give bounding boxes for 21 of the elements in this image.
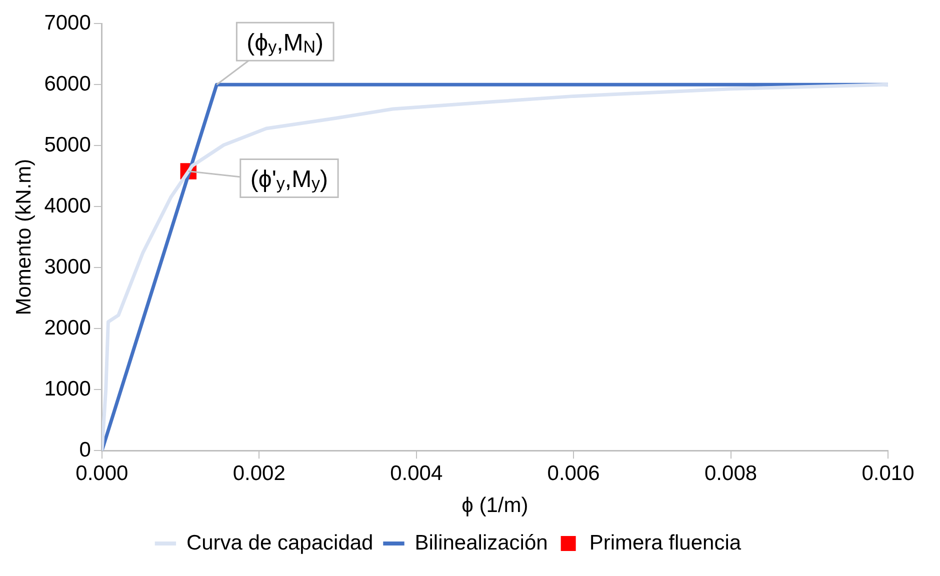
y-axis-title: Momento (kN.m)	[12, 158, 36, 316]
y-tick-label: 4000	[44, 194, 91, 218]
annotation: (ϕy,MN)	[246, 30, 324, 57]
x-tick-label: 0.002	[232, 462, 286, 485]
y-tick-label: 1000	[44, 377, 91, 400]
y-tick-label: 2000	[44, 316, 91, 340]
x-tick-label: 0.008	[704, 462, 758, 485]
y-tick-label: 6000	[44, 72, 91, 96]
y-tick-label: 7000	[44, 11, 91, 34]
legend-label: Primera fluencia	[589, 531, 742, 554]
x-tick-label: 0.004	[390, 462, 443, 485]
x-tick-label: 0.006	[547, 462, 600, 485]
legend-label: Bilinealización	[414, 531, 548, 554]
x-axis-title: ϕ (1/m)	[462, 494, 528, 518]
x-tick-label: 0.000	[76, 462, 128, 485]
y-tick-label: 5000	[44, 133, 91, 156]
annotation: (ϕ'y,My)	[250, 166, 328, 194]
y-tick-label: 3000	[44, 255, 91, 278]
x-tick-label: 0.010	[862, 462, 914, 485]
legend-label: Curva de capacidad	[186, 531, 374, 554]
y-tick-label: 0	[79, 438, 91, 462]
